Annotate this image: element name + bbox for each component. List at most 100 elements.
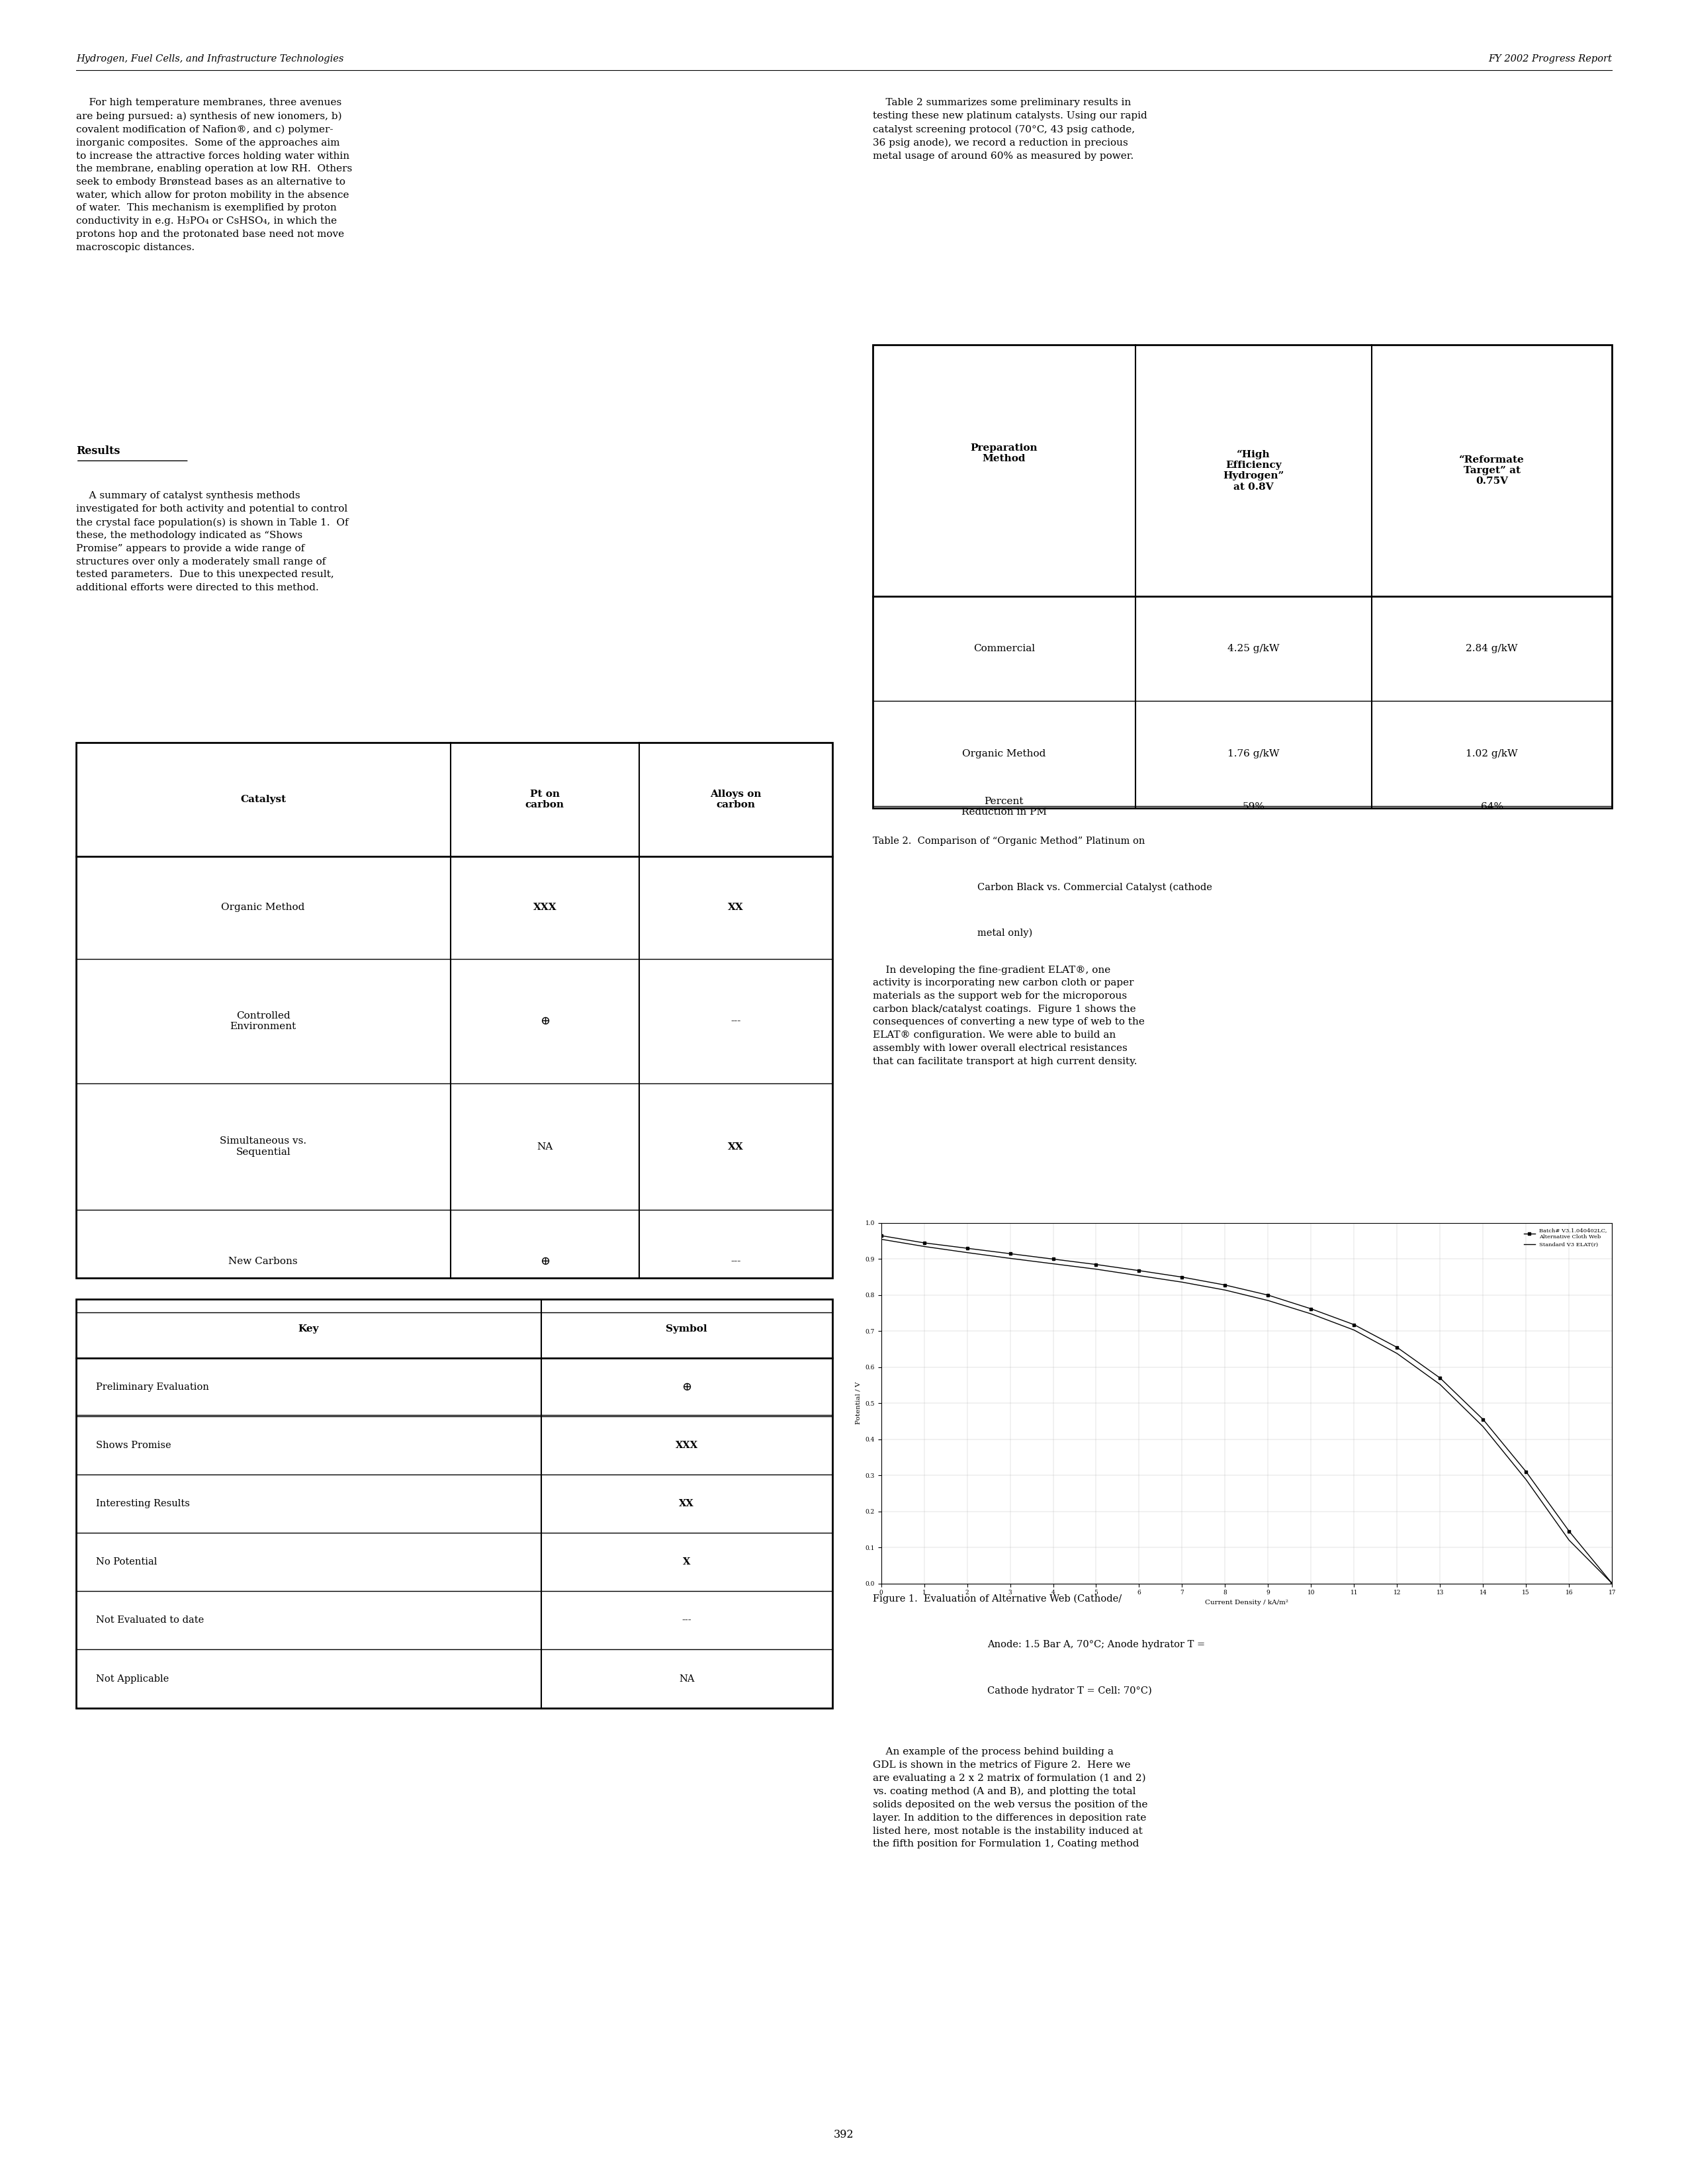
Text: Alloys on
carbon: Alloys on carbon <box>711 788 761 810</box>
Batch# V3.1.040402LC,
Alternative Cloth Web <box>1560 1518 1580 1544</box>
Standard V3 ELAT(r) <box>1344 1317 1364 1343</box>
Standard V3 ELAT(r) <box>1388 1341 1408 1367</box>
Text: metal only): metal only) <box>977 928 1033 937</box>
Text: Key: Key <box>299 1324 319 1332</box>
Text: Catalyst: Catalyst <box>240 795 285 804</box>
Batch# V3.1.040402LC,
Alternative Cloth Web <box>999 1241 1020 1267</box>
Text: Shows Promise: Shows Promise <box>96 1441 172 1450</box>
Text: ---: --- <box>682 1616 692 1625</box>
Text: XX: XX <box>679 1498 694 1509</box>
Batch# V3.1.040402LC,
Alternative Cloth Web <box>1171 1265 1192 1291</box>
Y-axis label: Potential / V: Potential / V <box>856 1382 861 1424</box>
Text: Temperature: Temperature <box>230 1358 295 1369</box>
Text: XX: XX <box>728 1142 744 1151</box>
Text: A summary of catalyst synthesis methods
investigated for both activity and poten: A summary of catalyst synthesis methods … <box>76 491 348 592</box>
Text: 1.76 g/kW: 1.76 g/kW <box>1227 749 1280 758</box>
Text: X: X <box>684 1557 690 1566</box>
Text: ⊕: ⊕ <box>540 1016 550 1026</box>
X-axis label: Current Density / kA/m²: Current Density / kA/m² <box>1205 1599 1288 1605</box>
Text: Table 2 summarizes some preliminary results in
testing these new platinum cataly: Table 2 summarizes some preliminary resu… <box>873 98 1148 162</box>
Text: ---: --- <box>731 1256 741 1267</box>
Batch# V3.1.040402LC,
Alternative Cloth Web <box>1301 1295 1322 1321</box>
Text: New Carbons: New Carbons <box>228 1256 297 1267</box>
Text: Interesting Results: Interesting Results <box>96 1498 191 1509</box>
Text: Percent
Reduction in PM: Percent Reduction in PM <box>960 797 1047 817</box>
Text: Organic Method: Organic Method <box>962 749 1047 758</box>
Standard V3 ELAT(r) <box>913 1234 933 1260</box>
Text: FY 2002 Progress Report: FY 2002 Progress Report <box>1489 55 1612 63</box>
Text: 2.84 g/kW: 2.84 g/kW <box>1465 644 1518 653</box>
Text: For high temperature membranes, three avenues
are being pursued: a) synthesis of: For high temperature membranes, three av… <box>76 98 353 251</box>
Batch# V3.1.040402LC,
Alternative Cloth Web <box>1602 1570 1622 1597</box>
Text: 1.02 g/kW: 1.02 g/kW <box>1465 749 1518 758</box>
Standard V3 ELAT(r) <box>1301 1302 1322 1328</box>
Text: “High
Efficiency
Hydrogen”
at 0.8V: “High Efficiency Hydrogen” at 0.8V <box>1222 450 1285 491</box>
Text: XXX: XXX <box>533 902 557 913</box>
Text: Not Applicable: Not Applicable <box>96 1675 169 1684</box>
Text: Cathode hydrator T = Cell: 70°C): Cathode hydrator T = Cell: 70°C) <box>987 1686 1153 1695</box>
Line: Batch# V3.1.040402LC,
Alternative Cloth Web: Batch# V3.1.040402LC, Alternative Cloth … <box>879 1234 1614 1586</box>
Text: “Reformate
Target” at
0.75V: “Reformate Target” at 0.75V <box>1458 454 1524 487</box>
Text: Hydrogen, Fuel Cells, and Infrastructure Technologies: Hydrogen, Fuel Cells, and Infrastructure… <box>76 55 344 63</box>
Text: Preliminary Evaluation: Preliminary Evaluation <box>96 1382 209 1391</box>
Standard V3 ELAT(r) <box>1258 1286 1278 1313</box>
Text: No Potential: No Potential <box>96 1557 157 1566</box>
Bar <box>76 743 832 1278</box>
Standard V3 ELAT(r) <box>1516 1465 1536 1492</box>
Standard V3 ELAT(r) <box>957 1241 977 1267</box>
Batch# V3.1.040402LC,
Alternative Cloth Web <box>957 1236 977 1262</box>
Text: XX: XX <box>728 902 744 913</box>
Batch# V3.1.040402LC,
Alternative Cloth Web <box>913 1230 933 1256</box>
Text: Pt on
carbon: Pt on carbon <box>525 788 564 810</box>
Text: Results: Results <box>76 446 120 456</box>
Batch# V3.1.040402LC,
Alternative Cloth Web <box>1129 1258 1150 1284</box>
Batch# V3.1.040402LC,
Alternative Cloth Web <box>1474 1406 1494 1433</box>
Text: Anode: 1.5 Bar A, 70°C; Anode hydrator T =: Anode: 1.5 Bar A, 70°C; Anode hydrator T… <box>987 1640 1205 1649</box>
Batch# V3.1.040402LC,
Alternative Cloth Web <box>1430 1365 1450 1391</box>
Text: ---: --- <box>731 1016 741 1026</box>
Text: 64%: 64% <box>1480 802 1504 812</box>
Text: NA: NA <box>537 1142 554 1151</box>
Text: Population: Population <box>225 1343 277 1352</box>
Text: 59%: 59% <box>1242 802 1264 812</box>
Text: ⊕: ⊕ <box>682 1380 692 1393</box>
Standard V3 ELAT(r) <box>1215 1278 1236 1304</box>
Text: Table 1.   Methods Evaluated to Control Crystal Face: Table 1. Methods Evaluated to Control Cr… <box>76 1299 336 1308</box>
Text: In developing the fine-gradient ELAT®, one
activity is incorporating new carbon : In developing the fine-gradient ELAT®, o… <box>873 965 1144 1066</box>
Text: Preparation
Method: Preparation Method <box>971 443 1038 463</box>
Text: Symbol: Symbol <box>665 1324 707 1332</box>
Standard V3 ELAT(r) <box>1560 1527 1580 1553</box>
Standard V3 ELAT(r) <box>1129 1262 1150 1289</box>
Standard V3 ELAT(r) <box>1085 1256 1106 1282</box>
Batch# V3.1.040402LC,
Alternative Cloth Web <box>1516 1459 1536 1485</box>
Line: Standard V3 ELAT(r): Standard V3 ELAT(r) <box>881 1238 1612 1583</box>
Batch# V3.1.040402LC,
Alternative Cloth Web <box>1215 1271 1236 1297</box>
Batch# V3.1.040402LC,
Alternative Cloth Web <box>1043 1245 1063 1271</box>
Bar <box>76 1299 832 1708</box>
Text: Not Evaluated to date: Not Evaluated to date <box>96 1616 204 1625</box>
Standard V3 ELAT(r) <box>1043 1251 1063 1278</box>
Standard V3 ELAT(r) <box>1171 1269 1192 1295</box>
Text: An example of the process behind building a
GDL is shown in the metrics of Figur: An example of the process behind buildin… <box>873 1747 1148 1848</box>
Standard V3 ELAT(r) <box>1602 1570 1622 1597</box>
Batch# V3.1.040402LC,
Alternative Cloth Web <box>1085 1251 1106 1278</box>
Batch# V3.1.040402LC,
Alternative Cloth Web <box>1388 1334 1408 1361</box>
Legend: Batch# V3.1.040402LC,
Alternative Cloth Web, Standard V3 ELAT(r): Batch# V3.1.040402LC, Alternative Cloth … <box>1521 1225 1609 1249</box>
Standard V3 ELAT(r) <box>1474 1413 1494 1439</box>
Text: XXX: XXX <box>675 1441 697 1450</box>
Bar <box>873 345 1612 808</box>
Text: ⊕: ⊕ <box>540 1358 550 1369</box>
Text: Figure 1.  Evaluation of Alternative Web (Cathode/: Figure 1. Evaluation of Alternative Web … <box>873 1594 1121 1603</box>
Text: ---: --- <box>731 1358 741 1369</box>
Text: NA: NA <box>679 1675 694 1684</box>
Standard V3 ELAT(r) <box>1430 1372 1450 1398</box>
Standard V3 ELAT(r) <box>871 1225 891 1251</box>
Text: Controlled
Environment: Controlled Environment <box>230 1011 297 1031</box>
Batch# V3.1.040402LC,
Alternative Cloth Web <box>871 1223 891 1249</box>
Text: Table 2.  Comparison of “Organic Method” Platinum on: Table 2. Comparison of “Organic Method” … <box>873 836 1144 845</box>
Text: ⊕: ⊕ <box>540 1256 550 1267</box>
Text: Carbon Black vs. Commercial Catalyst (cathode: Carbon Black vs. Commercial Catalyst (ca… <box>977 882 1212 891</box>
Text: 392: 392 <box>834 2129 854 2140</box>
Text: 4.25 g/kW: 4.25 g/kW <box>1227 644 1280 653</box>
Text: Commercial: Commercial <box>972 644 1035 653</box>
